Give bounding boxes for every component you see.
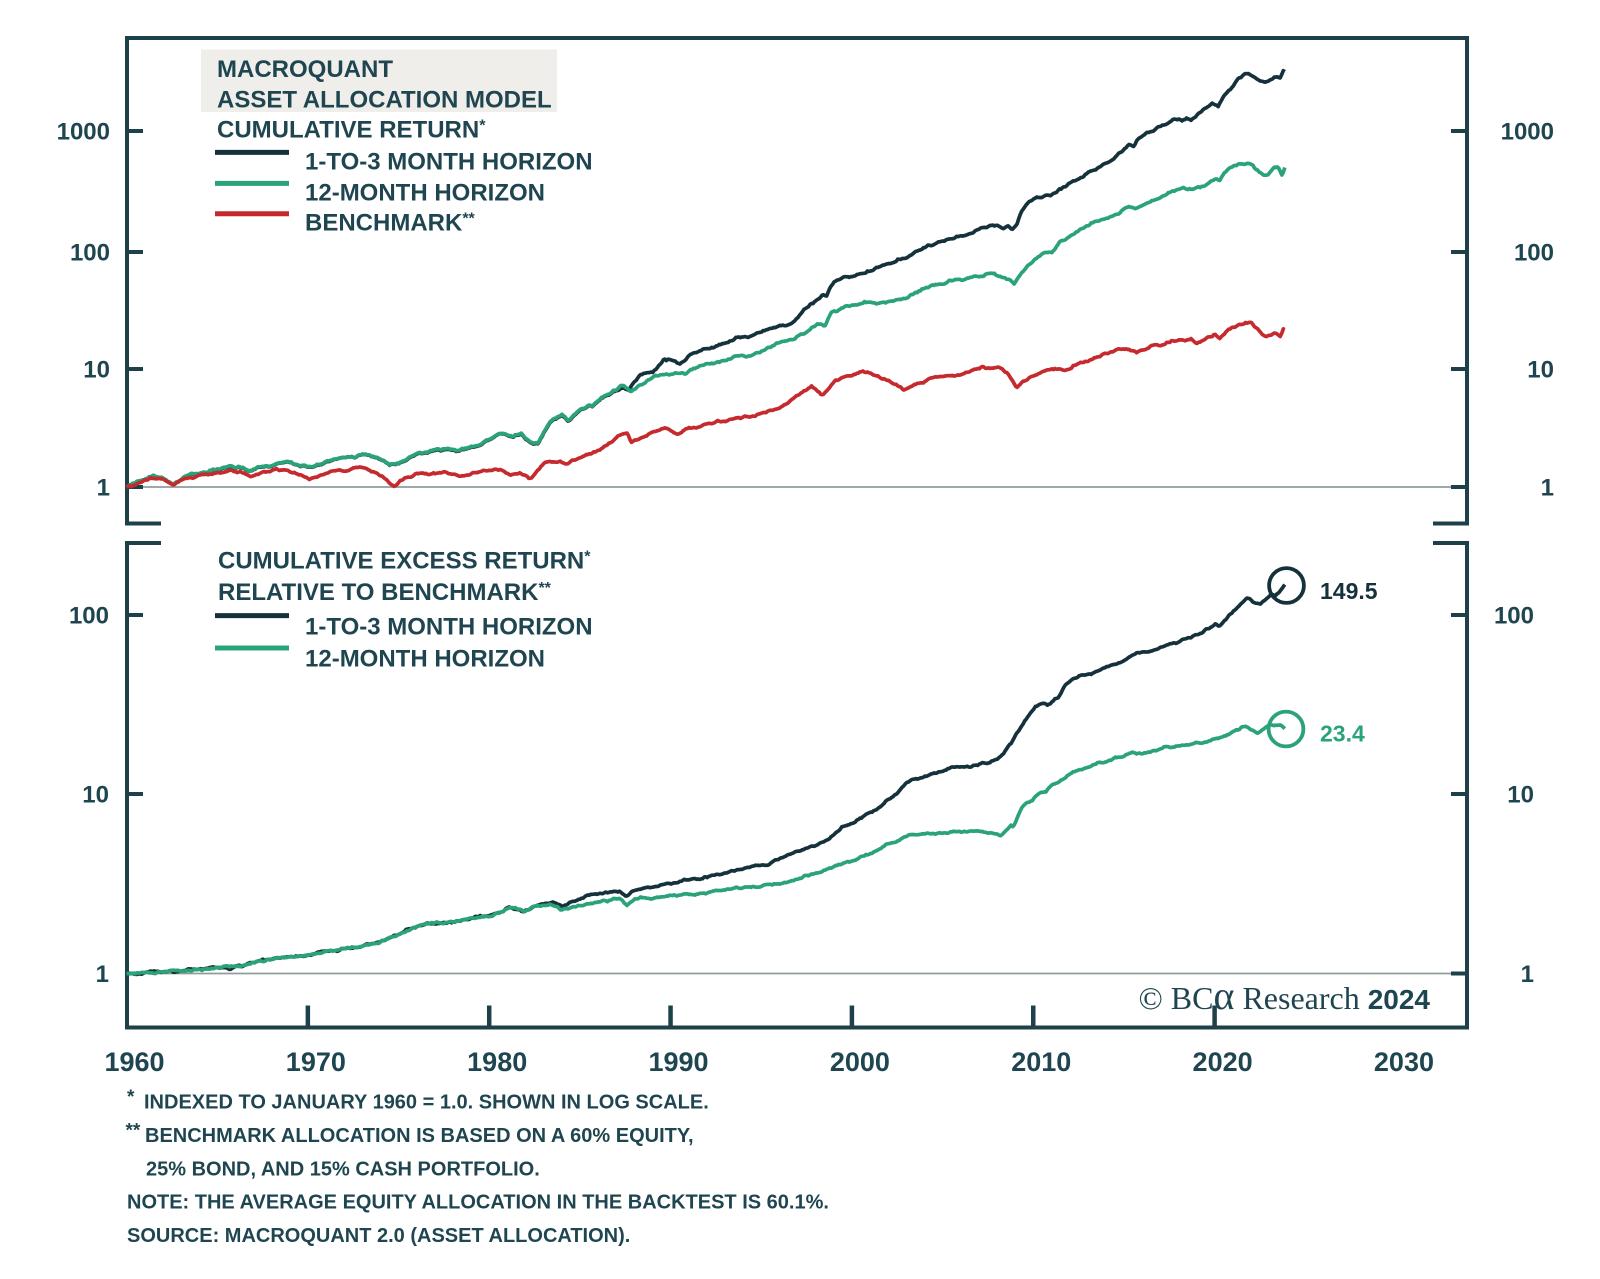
svg-text:2000: 2000	[830, 1047, 890, 1077]
svg-text:2010: 2010	[1011, 1047, 1071, 1077]
svg-text:1000: 1000	[1501, 119, 1554, 146]
svg-text:1: 1	[97, 475, 110, 502]
svg-text:1-TO-3 MONTH HORIZON: 1-TO-3 MONTH HORIZON	[305, 149, 593, 176]
svg-text:100: 100	[70, 240, 110, 267]
svg-text:10: 10	[1527, 357, 1554, 384]
svg-text:INDEXED TO JANUARY 1960 = 1.0.: INDEXED TO JANUARY 1960 = 1.0. SHOWN IN …	[144, 1092, 709, 1114]
svg-text:RELATIVE TO BENCHMARK**: RELATIVE TO BENCHMARK**	[218, 579, 552, 606]
svg-text:25% BOND, AND 15% CASH PORTFOL: 25% BOND, AND 15% CASH PORTFOLIO.	[146, 1159, 540, 1181]
svg-text:100: 100	[1494, 603, 1534, 630]
svg-text:BENCHMARK**: BENCHMARK**	[305, 210, 476, 237]
svg-text:*: *	[127, 1087, 135, 1108]
svg-text:CUMULATIVE RETURN*: CUMULATIVE RETURN*	[217, 117, 486, 144]
svg-text:2020: 2020	[1193, 1047, 1253, 1077]
svg-text:100: 100	[69, 603, 109, 630]
svg-text:100: 100	[1514, 240, 1554, 267]
svg-text:10: 10	[82, 782, 109, 809]
svg-text:12-MONTH HORIZON: 12-MONTH HORIZON	[305, 645, 545, 672]
svg-text:1970: 1970	[286, 1047, 346, 1077]
svg-text:23.4: 23.4	[1320, 721, 1365, 747]
svg-text:MACROQUANT: MACROQUANT	[217, 56, 393, 83]
svg-text:1960: 1960	[104, 1047, 164, 1077]
svg-text:10: 10	[1507, 782, 1534, 809]
svg-text:1: 1	[1541, 475, 1554, 502]
svg-text:2030: 2030	[1374, 1047, 1434, 1077]
svg-text:ASSET ALLOCATION MODEL: ASSET ALLOCATION MODEL	[217, 87, 552, 114]
svg-text:1: 1	[1521, 961, 1534, 988]
svg-text:1990: 1990	[649, 1047, 709, 1077]
svg-text:CUMULATIVE EXCESS RETURN*: CUMULATIVE EXCESS RETURN*	[218, 548, 591, 575]
svg-text:12-MONTH HORIZON: 12-MONTH HORIZON	[305, 180, 545, 207]
svg-text:1: 1	[96, 961, 109, 988]
svg-text:1980: 1980	[467, 1047, 527, 1077]
svg-text:149.5: 149.5	[1320, 578, 1378, 604]
svg-text:SOURCE: MACROQUANT 2.0 (ASSET: SOURCE: MACROQUANT 2.0 (ASSET ALLOCATION…	[127, 1225, 630, 1247]
svg-text:**: **	[126, 1121, 141, 1142]
svg-text:1000: 1000	[57, 119, 110, 146]
svg-text:1-TO-3 MONTH HORIZON: 1-TO-3 MONTH HORIZON	[305, 614, 593, 641]
svg-text:10: 10	[83, 357, 110, 384]
svg-text:BENCHMARK ALLOCATION IS BASED: BENCHMARK ALLOCATION IS BASED ON A 60% E…	[145, 1125, 694, 1147]
svg-text:NOTE: THE AVERAGE EQUITY ALLOC: NOTE: THE AVERAGE EQUITY ALLOCATION IN T…	[127, 1192, 829, 1214]
